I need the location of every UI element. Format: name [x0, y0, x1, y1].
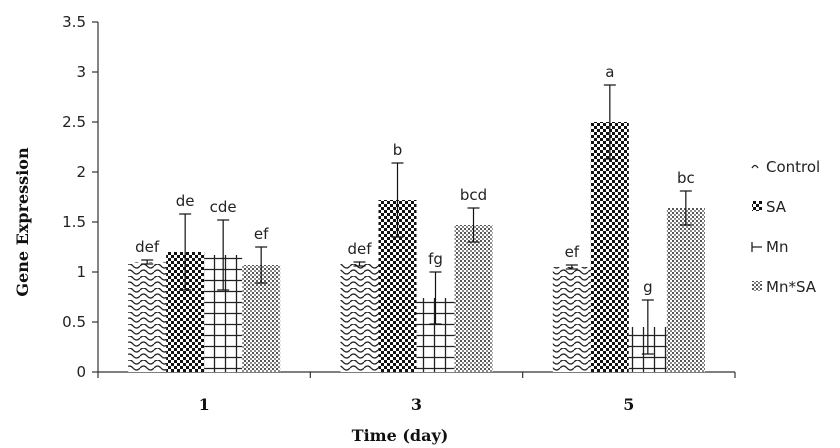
legend-swatch-dots-icon [752, 281, 762, 291]
y-tick-label: 1.5 [62, 213, 86, 231]
y-axis-title: Gene Expression [13, 147, 32, 297]
significance-label: def [347, 240, 372, 258]
legend: Control SA Mn Mn*SA [751, 158, 820, 296]
bar [666, 208, 705, 372]
legend-label: Mn*SA [766, 278, 817, 296]
y-axis: 0 0.5 1 1.5 2 2.5 3 3.5 [62, 13, 99, 381]
significance-label: fg [428, 250, 443, 268]
y-tick-label: 2.5 [62, 113, 86, 131]
y-tick-label: 1 [76, 263, 86, 281]
y-tick-label: 3.5 [62, 13, 86, 31]
y-tick-label: 0 [76, 363, 86, 381]
bar [340, 264, 379, 372]
legend-swatch-waves-icon [751, 164, 759, 169]
x-axis-title: Time (day) [352, 426, 449, 445]
y-tick-label: 3 [76, 63, 86, 81]
y-tick-label: 0.5 [62, 313, 86, 331]
significance-label: a [605, 63, 614, 81]
x-tick-label: 5 [623, 395, 634, 414]
significance-label: def [135, 238, 160, 256]
significance-label: bc [677, 169, 695, 187]
bars [128, 122, 705, 372]
legend-label: Control [766, 158, 820, 176]
significance-label: g [643, 278, 653, 296]
bar [454, 225, 493, 372]
significance-label: ef [254, 225, 269, 243]
significance-label: bcd [460, 186, 487, 204]
legend-swatch-grid-icon [751, 242, 762, 252]
x-tick-label: 1 [199, 395, 210, 414]
bar [128, 262, 167, 372]
legend-label: Mn [766, 238, 788, 256]
legend-label: SA [766, 198, 787, 216]
bar [552, 267, 591, 372]
bar [590, 122, 629, 372]
significance-labels: def def ef de b a cde fg g ef bcd bc [135, 63, 695, 296]
significance-label: de [176, 192, 195, 210]
x-axis: 1 3 5 [97, 371, 736, 414]
y-tick-label: 2 [76, 163, 86, 181]
significance-label: ef [565, 243, 580, 261]
error-bars [141, 84, 692, 355]
significance-label: cde [210, 198, 237, 216]
x-tick-label: 3 [411, 395, 422, 414]
legend-swatch-checker-icon [752, 201, 762, 211]
significance-label: b [393, 141, 403, 159]
